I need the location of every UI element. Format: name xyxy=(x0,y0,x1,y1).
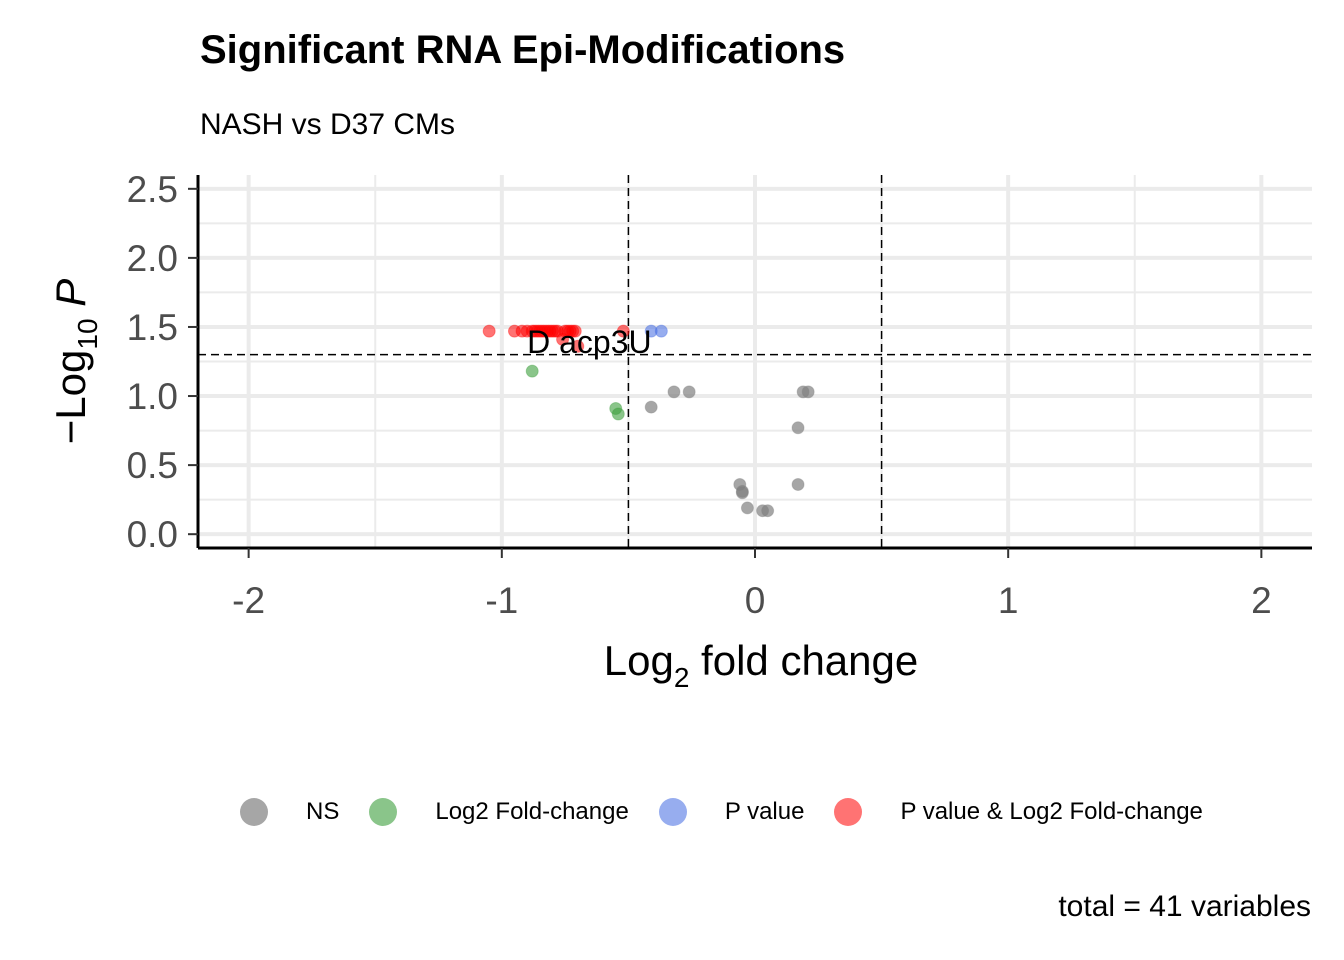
legend-label-ns: NS xyxy=(306,798,340,825)
legend-swatch-log2fc xyxy=(369,798,398,826)
legend-item-pvalue: P value xyxy=(658,798,805,826)
chart-title: Significant RNA Epi-Modifications xyxy=(200,28,846,72)
y-tick-label: 0.0 xyxy=(127,514,178,555)
x-tick-label: 0 xyxy=(745,580,766,621)
caption: total = 41 variables xyxy=(1058,890,1311,923)
x-tick-label: 2 xyxy=(1251,580,1272,621)
legend-item-ns: NS xyxy=(240,798,339,826)
legend: NS Log2 Fold-change P value P value & Lo… xyxy=(240,792,1233,832)
point-label: D acp3U xyxy=(527,324,652,360)
data-point xyxy=(791,421,805,435)
legend-label-pvalue: P value xyxy=(724,798,805,825)
data-point xyxy=(571,339,585,353)
legend-swatch-ns xyxy=(240,798,268,826)
legend-item-pvalue-log2fc: P value & Log2 Fold-change xyxy=(834,798,1203,826)
data-point xyxy=(667,385,681,399)
legend-label-log2fc: Log2 Fold-change xyxy=(435,798,629,825)
y-tick-label: 1.0 xyxy=(127,376,178,417)
data-point xyxy=(548,324,562,338)
y-tick-label: 2.5 xyxy=(127,169,178,210)
y-tick-label: 2.0 xyxy=(127,238,178,279)
data-point xyxy=(740,501,754,515)
data-point xyxy=(525,364,539,378)
data-point xyxy=(611,407,625,421)
legend-item-log2fc: Log2 Fold-change xyxy=(369,798,629,826)
data-point xyxy=(568,324,582,338)
data-point xyxy=(482,324,496,338)
data-point xyxy=(616,324,630,338)
data-point xyxy=(515,324,529,338)
chart-subtitle: NASH vs D37 CMs xyxy=(200,108,456,141)
y-tick-label: 0.5 xyxy=(127,445,178,486)
x-tick-label: 1 xyxy=(998,580,1019,621)
data-point xyxy=(735,486,749,500)
data-point xyxy=(682,385,696,399)
data-point xyxy=(791,477,805,491)
data-point xyxy=(654,324,668,338)
x-axis-title: Log2 fold change xyxy=(604,637,919,693)
data-point xyxy=(761,504,775,518)
data-point xyxy=(801,385,815,399)
data-point xyxy=(528,324,542,338)
y-tick-label: 1.5 xyxy=(127,307,178,348)
x-tick-label: -2 xyxy=(232,580,265,621)
legend-label-pvalue-log2fc: P value & Log2 Fold-change xyxy=(900,798,1203,825)
x-tick-label: -1 xyxy=(485,580,518,621)
legend-swatch-pvalue-log2fc xyxy=(834,798,863,826)
legend-swatch-pvalue xyxy=(658,798,687,826)
y-axis-title: −Log10 P xyxy=(47,279,103,444)
data-point xyxy=(644,400,658,414)
